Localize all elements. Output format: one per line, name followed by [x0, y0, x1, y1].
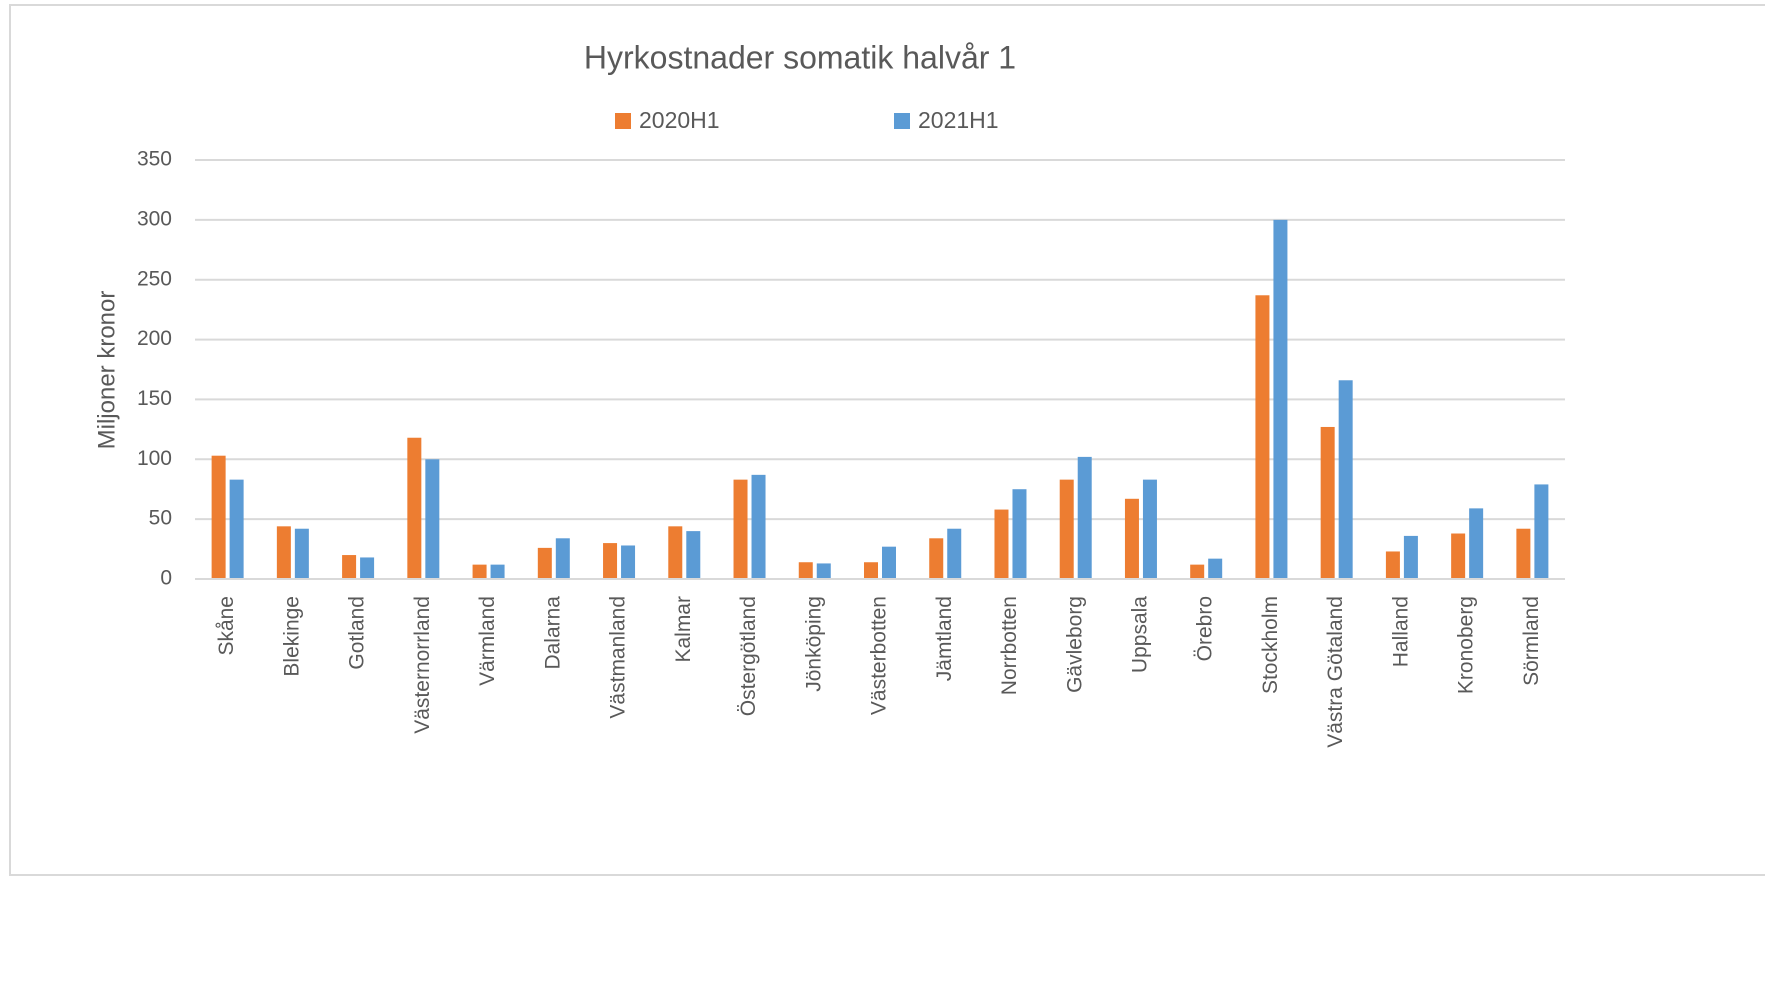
x-tick-label: Dalarna [541, 596, 564, 670]
bar [294, 528, 309, 579]
y-tick-label: 350 [137, 148, 172, 171]
chart-title: Hyrkostnader somatik halvår 1 [584, 39, 1016, 75]
bar [751, 474, 766, 579]
bar [668, 526, 683, 579]
x-tick-label: Västra Götaland [1324, 596, 1347, 748]
bar [1142, 479, 1157, 579]
x-tick-label: Halland [1389, 596, 1412, 667]
bar [1469, 508, 1484, 579]
bar [1516, 528, 1531, 579]
bar [882, 546, 896, 579]
bar [1077, 456, 1092, 579]
bar [1190, 564, 1205, 579]
x-tick-label: Jämtland [933, 596, 956, 681]
bar [425, 459, 440, 579]
bar [686, 531, 701, 579]
chart-border [9, 4, 1765, 876]
bar [1012, 489, 1027, 579]
bar [229, 479, 244, 579]
y-tick-label: 150 [137, 387, 172, 410]
bar [733, 479, 748, 579]
bar [621, 545, 636, 579]
y-tick-label: 50 [149, 507, 172, 530]
legend-label: 2020H1 [639, 107, 720, 133]
bar [1451, 533, 1466, 579]
bar [360, 557, 375, 579]
bar [1403, 535, 1418, 579]
bar [1320, 426, 1335, 579]
bar [1208, 558, 1223, 579]
x-tick-label: Uppsala [1128, 596, 1151, 673]
bar [1385, 551, 1400, 579]
bar [1534, 484, 1549, 579]
x-tick-label: Skåne [215, 596, 238, 656]
x-tick-label: Västmanland [607, 596, 630, 719]
bar [994, 509, 1009, 579]
legend-swatch [894, 113, 910, 129]
bar [537, 547, 552, 579]
x-tick-label: Sörmland [1520, 596, 1543, 686]
bar [276, 526, 291, 579]
y-tick-label: 200 [137, 327, 172, 350]
bar [407, 437, 422, 579]
x-tick-label: Östergötland [737, 596, 760, 716]
x-tick-label: Örebro [1194, 596, 1217, 661]
x-tick-label: Stockholm [1259, 596, 1282, 694]
x-tick-label: Kalmar [672, 596, 695, 663]
bar [864, 562, 878, 579]
x-tick-label: Västerbotten [868, 596, 891, 715]
legend-swatch [615, 113, 631, 129]
bar [490, 564, 505, 579]
bar [1273, 219, 1288, 579]
bar [603, 543, 618, 579]
x-tick-label: Gävleborg [1063, 596, 1086, 693]
x-tick-label: Norrbotten [998, 596, 1021, 695]
bar [555, 538, 570, 579]
bar [342, 555, 357, 579]
legend-label: 2021H1 [918, 107, 999, 133]
x-tick-label: Jönköping [802, 596, 825, 692]
bar [1059, 479, 1074, 579]
bar [1255, 295, 1270, 579]
bar [472, 564, 487, 579]
x-tick-label: Västernorrland [411, 596, 434, 734]
bar [929, 538, 944, 579]
bar [1338, 380, 1353, 579]
x-tick-label: Blekinge [280, 596, 303, 677]
y-tick-label: 100 [137, 447, 172, 470]
x-tick-label: Kronoberg [1455, 596, 1478, 694]
x-tick-label: Värmland [476, 596, 499, 686]
y-tick-label: 0 [160, 567, 172, 590]
y-tick-label: 300 [137, 207, 172, 230]
bar [947, 528, 962, 579]
bar [211, 455, 226, 579]
bar [816, 563, 831, 579]
x-tick-label: Gotland [346, 596, 369, 670]
y-tick-label: 250 [137, 267, 172, 290]
bar [1124, 498, 1139, 579]
y-axis-label: Miljoner kronor [93, 291, 120, 450]
bar [798, 562, 813, 579]
